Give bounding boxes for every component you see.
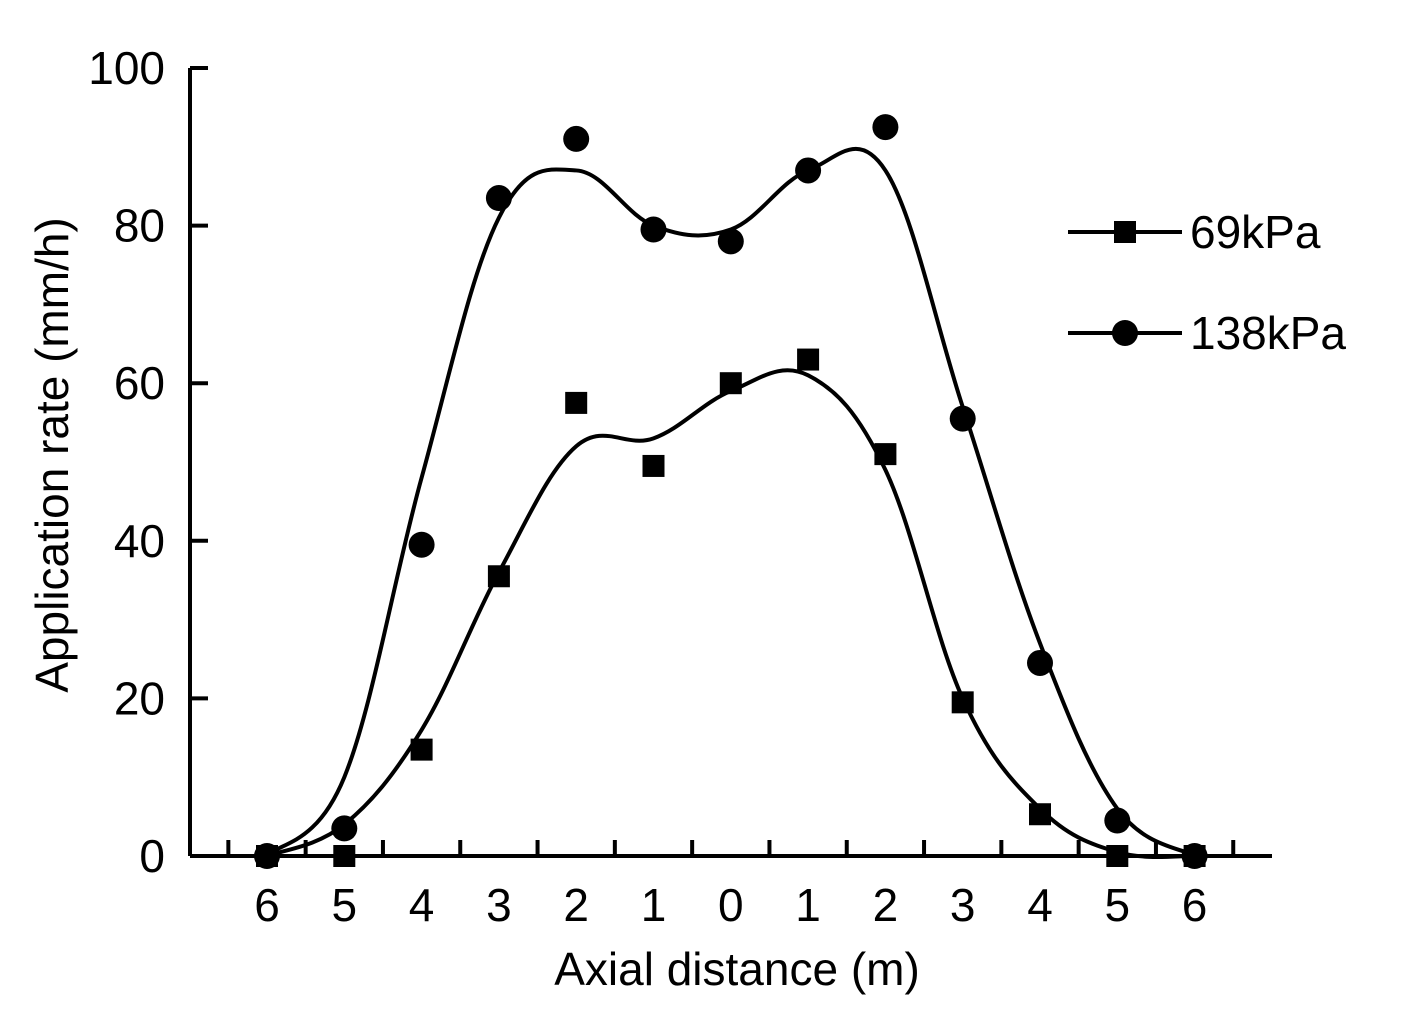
y-tick-label: 100 [88,42,165,94]
point-69kPa [333,845,356,867]
point-138kPa [485,185,512,212]
x-axis-label: Axial distance (m) [554,943,920,995]
point-138kPa [563,125,590,152]
point-138kPa [331,815,358,842]
point-69kPa [565,391,588,414]
x-tick-label: 4 [1027,879,1053,931]
point-138kPa [1027,649,1053,676]
legend-marker-69kPa [1114,221,1136,243]
fit-curve-69kPa [266,368,1195,859]
point-138kPa [254,843,280,869]
fit-curve-138kPa [265,146,1196,858]
x-tick-label: 0 [718,879,744,931]
point-138kPa [795,157,822,184]
point-138kPa [872,114,899,141]
y-tick-label: 20 [114,672,165,724]
x-tick-label: 5 [1105,879,1131,931]
legend-label-69kPa: 69kPa [1190,206,1321,258]
y-axis-label: Application rate (mm/h) [26,217,78,693]
x-tick-label: 3 [486,879,512,931]
x-tick-label: 2 [873,879,899,931]
point-138kPa [640,216,667,243]
legend: 69kPa 138kPa [1068,206,1346,359]
point-69kPa [874,443,897,466]
y-tick-label: 60 [114,357,165,409]
legend-marker-138kPa [1112,320,1138,346]
x-tick-label: 1 [641,879,667,931]
point-69kPa [487,565,510,588]
x-tick-label: 3 [950,879,976,931]
x-tick-label: 1 [795,879,821,931]
point-138kPa [717,228,744,255]
point-138kPa [1181,843,1208,869]
x-tick-label: 4 [409,879,435,931]
point-138kPa [1104,807,1131,834]
x-tick-label: 5 [332,879,358,931]
legend-label-138kPa: 138kPa [1190,307,1346,359]
x-tick-label: 6 [1182,879,1208,931]
y-tick-label: 40 [114,515,165,567]
y-tick-label: 0 [139,830,165,882]
y-tick-label: 80 [114,200,165,252]
point-69kPa [642,454,665,477]
point-69kPa [1029,803,1051,826]
point-138kPa [408,531,435,558]
point-69kPa [797,348,820,371]
point-138kPa [949,405,976,432]
point-69kPa [951,691,974,714]
point-69kPa [410,738,433,761]
x-tick-label: 6 [254,879,280,931]
data-points [254,114,1208,869]
fit-curves [265,146,1196,859]
point-69kPa [719,372,742,395]
point-69kPa [1106,845,1129,867]
x-tick-label: 2 [563,879,589,931]
